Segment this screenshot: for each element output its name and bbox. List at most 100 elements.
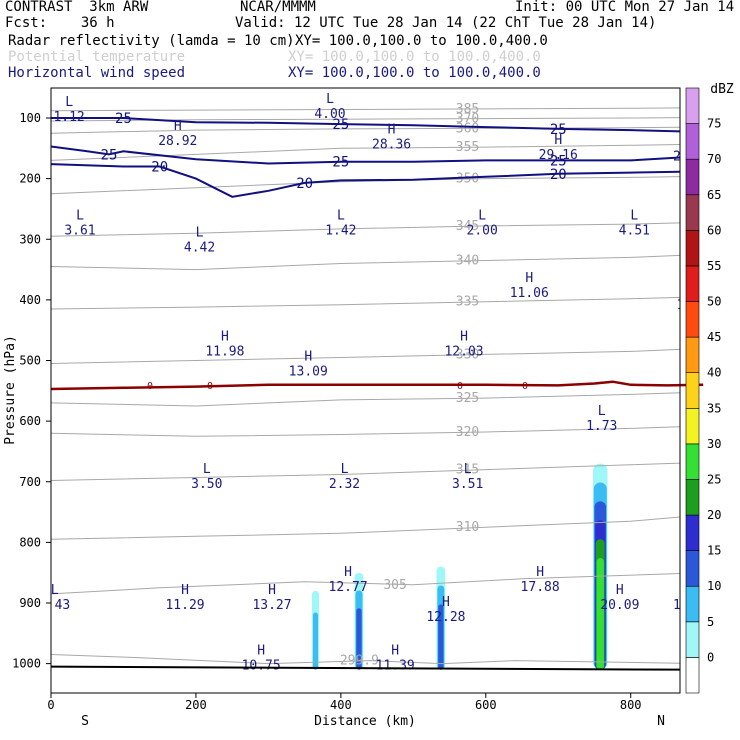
colorbar-swatch-7 <box>685 407 700 445</box>
zero-line-label-1: 0 <box>207 381 213 392</box>
y-tick-label-900: 900 <box>19 596 41 610</box>
theta-label-350: 350 <box>456 172 479 187</box>
extremum-type-25: H <box>268 583 276 598</box>
zero-contour-line <box>50 380 704 391</box>
colorbar-swatch-6 <box>685 443 700 480</box>
theta-label-315: 315 <box>456 463 479 478</box>
reflectivity-cell-0-level-2 <box>312 612 319 670</box>
extremum-type-23: L <box>51 583 59 598</box>
extremum-value-26: 20.09 <box>600 598 639 613</box>
zero-line-label-2: 0 <box>457 381 463 392</box>
theta-label-360: 360 <box>456 121 479 136</box>
colorbar-swatch-9 <box>685 336 700 374</box>
y-tick-label-200: 200 <box>19 172 41 186</box>
colorbar-label-15: 15 <box>707 544 721 558</box>
extremum-type-30: H <box>391 644 399 659</box>
extremum-value-7: 4.42 <box>184 240 215 255</box>
extremum-type-7: L <box>196 225 204 240</box>
theta-contour-340 <box>51 254 680 271</box>
extremum-value-9: 2.00 <box>467 223 498 238</box>
wind-label-1-2: 25 <box>550 153 567 169</box>
theta-contour-335 <box>51 296 680 310</box>
colorbar-swatch-11 <box>685 265 700 302</box>
colorbar-swatch-15 <box>685 123 700 160</box>
y-tick-label-500: 500 <box>19 354 41 368</box>
forecast-hour: Fcst: 36 h <box>5 15 115 31</box>
extremum-value-19: 2.32 <box>329 477 360 492</box>
theta-contour-355 <box>51 143 680 161</box>
extremum-value-0: 1.12 <box>53 110 84 125</box>
theta-contour-350 <box>51 176 680 195</box>
wind-label-0-1: 25 <box>332 117 349 133</box>
extremum-type-18: L <box>203 462 211 477</box>
extremum-value-5: 28.5 <box>673 149 704 164</box>
theta-label-320: 320 <box>456 425 479 440</box>
theta-contour-385 <box>51 107 680 112</box>
extremum-value-12: 11.8 <box>677 298 708 313</box>
reflectivity-cell-3-level-6 <box>596 558 604 670</box>
y-tick-label-1000: 1000 <box>12 657 41 671</box>
extremum-type-28: H <box>442 595 450 610</box>
extremum-type-10: L <box>630 208 638 223</box>
colorbar-label-25: 25 <box>707 472 721 486</box>
y-tick-label-100: 100 <box>19 111 41 125</box>
plot-frame <box>50 87 681 694</box>
endpoint-left: S <box>81 714 89 729</box>
theta-contour-360 <box>51 126 680 134</box>
theta-contour-325 <box>51 392 680 407</box>
extremum-value-11: 11.06 <box>510 286 549 301</box>
colorbar-label-75: 75 <box>707 117 721 131</box>
wind-contour-1 <box>51 145 680 165</box>
extremum-type-20: L <box>464 462 472 477</box>
extremum-type-24: H <box>181 583 189 598</box>
theta-label-310: 310 <box>456 520 479 535</box>
theta-contour-305 <box>51 572 680 595</box>
colorbar-swatch-4 <box>685 514 700 551</box>
extremum-type-14: H <box>460 330 468 345</box>
wind-label-2-0: 20 <box>151 160 168 176</box>
wind-label-1-1: 25 <box>332 155 349 171</box>
zero-line-label-0: 0 <box>147 381 153 392</box>
theta-label-299.9: 299.9 <box>340 654 379 669</box>
colorbar-swatch-5 <box>685 479 700 516</box>
extremum-value-23: 2.43 <box>39 598 70 613</box>
extremum-value-3: 28.36 <box>372 137 411 152</box>
y-tick-label-800: 800 <box>19 535 41 549</box>
zero-line-label-3: 0 <box>522 381 528 392</box>
extremum-value-25: 13.27 <box>252 598 291 613</box>
extremum-value-28: 12.28 <box>426 610 465 625</box>
theta-label-385: 385 <box>456 102 479 117</box>
colorbar-label-40: 40 <box>707 366 721 380</box>
wind-label-2-1: 20 <box>296 176 313 192</box>
colorbar-swatch-3 <box>685 550 700 587</box>
theta-contours: 299.9 305 310 315 320 325 330 335 340 345 350 355 36… <box>51 102 680 669</box>
extremum-value-14: 12.03 <box>444 345 483 360</box>
colorbar-label-35: 35 <box>707 401 721 415</box>
wind-label-1-0: 25 <box>101 147 118 163</box>
wind-label-0-0: 25 <box>115 111 132 127</box>
extremum-value-8: 1.42 <box>325 223 356 238</box>
theta-label-340: 340 <box>456 253 479 268</box>
theta-contour-299.9 <box>51 654 680 665</box>
colorbar-unit: dBZ <box>710 82 734 97</box>
extremum-type-3: H <box>388 122 396 137</box>
wind-contour-2 <box>51 163 680 198</box>
colorbar-swatch-12 <box>685 230 700 267</box>
extrema-labels: L1.12L4.00H28.92H28.36H29.16H28.5L3.61L4… <box>39 92 708 674</box>
valid-time: Valid: 12 UTC Tue 28 Jan 14 (22 ChT Tue … <box>235 15 657 31</box>
colorbar-swatch-10 <box>685 301 700 338</box>
theta-label-335: 335 <box>456 295 479 310</box>
extremum-type-2: H <box>174 119 182 134</box>
wind-label-0-2: 25 <box>550 122 567 138</box>
colorbar: 0 5 10 15 20 25 30 35 40 45 50 55 60 65 70 75 <box>685 87 721 694</box>
model-title: CONTRAST 3km ARW <box>5 0 149 15</box>
extremum-type-21: H <box>344 565 352 580</box>
extremum-type-9: L <box>478 208 486 223</box>
extremum-value-13: 11.98 <box>205 345 244 360</box>
y-tick-label-300: 300 <box>19 232 41 246</box>
extremum-value-29: 10.75 <box>242 659 281 674</box>
colorbar-label-60: 60 <box>707 223 721 237</box>
extremum-type-19: L <box>341 462 349 477</box>
